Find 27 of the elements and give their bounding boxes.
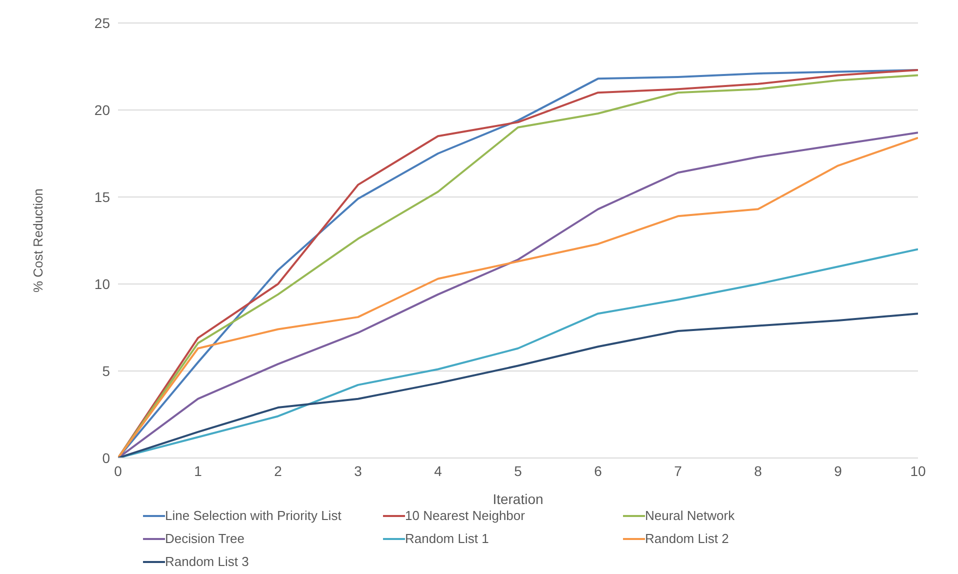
x-axis-title: Iteration bbox=[492, 491, 544, 507]
y-tick-label: 5 bbox=[102, 362, 110, 379]
x-tick-label: 9 bbox=[834, 462, 842, 479]
legend-label: Decision Tree bbox=[165, 531, 244, 546]
x-tick-label: 4 bbox=[434, 462, 442, 479]
y-tick-label: 25 bbox=[94, 14, 110, 31]
y-tick-label: 10 bbox=[94, 276, 110, 292]
legend-label: Neural Network bbox=[645, 508, 735, 523]
y-tick-label: 0 bbox=[102, 450, 110, 466]
y-tick-label: 15 bbox=[94, 188, 110, 205]
x-tick-label: 8 bbox=[754, 462, 762, 479]
y-tick-label: 20 bbox=[94, 102, 110, 118]
x-tick-label: 6 bbox=[594, 462, 602, 479]
legend-label: Random List 3 bbox=[165, 554, 249, 569]
x-tick-label: 2 bbox=[274, 462, 282, 479]
legend-label: Line Selection with Priority List bbox=[165, 508, 342, 523]
y-axis-title: % Cost Reduction bbox=[30, 188, 46, 293]
legend-label: Random List 1 bbox=[405, 531, 489, 546]
legend-label: 10 Nearest Neighbor bbox=[405, 508, 525, 523]
x-tick-label: 3 bbox=[354, 462, 362, 479]
x-tick-label: 7 bbox=[674, 462, 682, 479]
x-tick-label: 10 bbox=[910, 462, 926, 479]
line-series bbox=[118, 312, 918, 458]
x-tick-label: 5 bbox=[514, 462, 522, 479]
x-tick-label: 0 bbox=[114, 462, 122, 479]
x-tick-label: 1 bbox=[194, 462, 202, 479]
legend-label: Random List 2 bbox=[645, 531, 729, 546]
